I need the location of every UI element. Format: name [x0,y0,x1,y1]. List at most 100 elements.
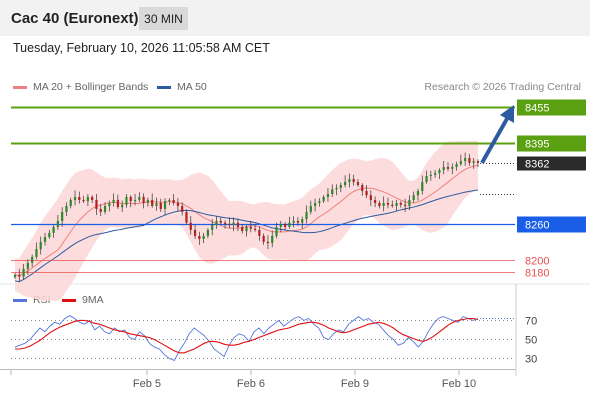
candle [142,193,145,209]
candle [245,225,248,237]
candle-body [395,202,398,206]
candle [438,168,441,180]
candle [146,197,149,207]
timestamp: Tuesday, February 10, 2026 11:05:58 AM C… [13,41,270,55]
candle-body [275,226,278,236]
candle [163,198,167,215]
candle-body [313,202,317,206]
candle [356,179,360,187]
candle [459,154,462,166]
candle [339,182,342,193]
candle [176,198,180,212]
candle-body [472,161,475,163]
candle [382,196,385,212]
candle [352,174,355,186]
candle-body [31,256,34,263]
candle [416,188,420,201]
candle [39,236,42,255]
candle [56,214,59,230]
candle-body [198,235,201,239]
candle-body [26,262,29,269]
legend-swatch-ma20 [13,85,27,89]
legend-ma20-bollinger: MA 20 + Bollinger Bands [13,81,148,93]
candles [13,152,480,282]
candle-body [241,226,244,232]
candle-body [361,185,364,191]
candle-body [258,229,261,236]
candle [31,254,34,268]
rsi-9ma-line [15,317,479,354]
candle-body [155,202,158,206]
candle [348,173,351,188]
candle [193,224,197,239]
research-credit: Research © 2026 Trading Central [424,81,581,93]
candle-body [129,196,132,202]
candle-body [176,202,180,206]
candle [442,161,445,175]
rsi-line [14,315,479,361]
legend-label-ma20: MA 20 + Bollinger Bands [33,81,149,93]
minor-support-label-8200: 8200 [525,256,549,268]
candle-body [305,211,308,220]
candle [378,200,381,209]
candle [116,194,119,209]
candle-body [296,220,300,223]
candle [455,161,458,171]
candle [223,220,227,229]
candle-body [408,199,411,206]
candle-body [253,228,257,230]
candle-body [369,195,372,200]
candle-body [56,220,59,227]
candle [202,232,205,244]
candle-body [455,164,458,168]
resistance-label-8395: 8395 [525,139,549,151]
candle-body [78,196,81,200]
candle [159,198,162,212]
x-tick-label: Feb 5 [133,378,161,390]
candle-body [116,199,119,208]
candle-body [172,199,175,203]
candle-body [228,223,231,226]
candle [43,232,47,246]
candle-body [412,195,415,200]
candle-body [271,235,274,244]
candle-body [211,225,214,230]
candle [476,159,480,168]
candle-body [279,223,282,227]
candle [18,268,21,282]
candle-body [86,196,89,202]
last-price-label: 8362 [525,159,549,171]
candle-body [159,202,162,209]
candle [335,184,338,196]
legend-swatch-ma50 [157,85,171,89]
candle-body [288,222,291,227]
candle [82,195,85,203]
candle-body [22,268,25,277]
candle [172,193,175,206]
candle [215,216,218,229]
candle-body [112,199,115,203]
candle [138,192,141,203]
timeframe-badge[interactable]: 30 MIN [139,7,188,30]
candle [232,217,235,232]
candle [249,220,252,233]
candle-body [133,199,137,202]
candle [275,222,278,239]
candle-body [193,229,197,236]
candle [425,170,428,184]
candle-body [236,222,240,227]
candle-body [232,222,235,226]
candle-body [61,211,64,221]
candle-body [356,182,360,186]
support-tag-8260 [517,216,586,233]
candle-body [386,202,390,205]
candle-body [215,220,218,226]
candle-body [95,199,98,209]
candle [262,233,265,245]
candle-body [382,202,385,206]
candle [198,231,201,245]
level-8395: 8395 [11,135,586,152]
candle-body [206,229,210,236]
candle [48,229,51,239]
instrument-title: Cac 40 (Euronext) [11,10,139,27]
